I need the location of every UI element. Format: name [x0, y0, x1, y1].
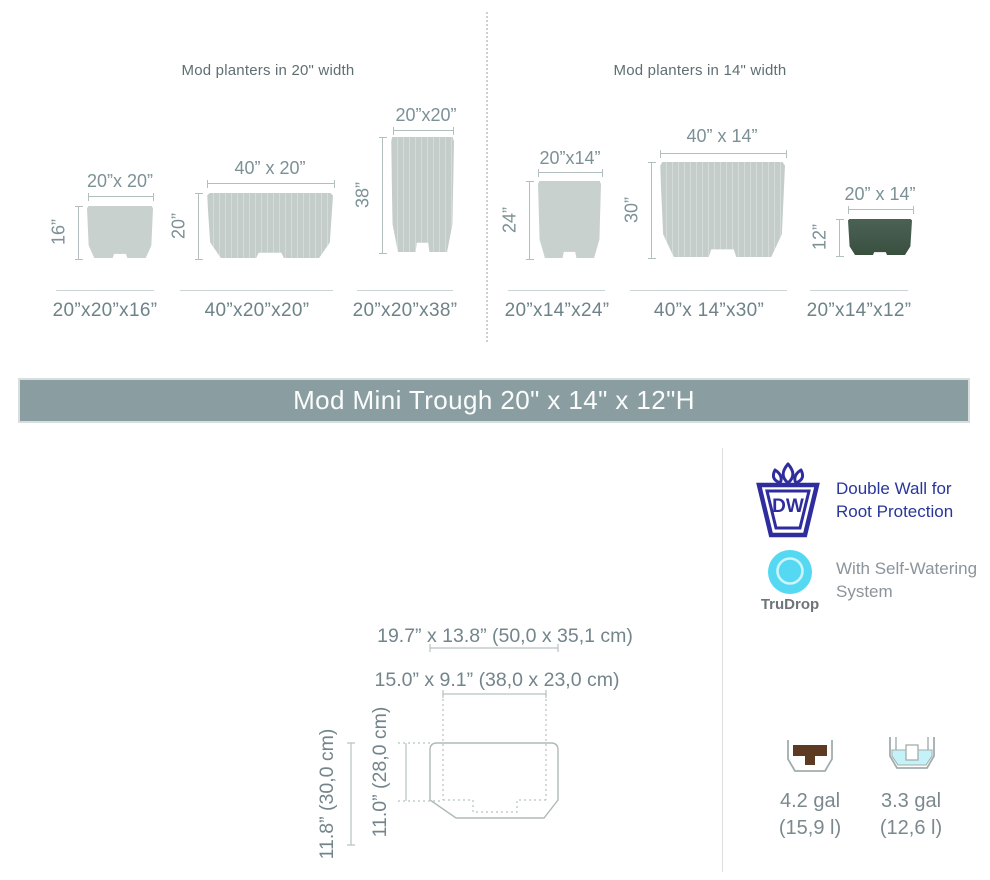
- product-title: Mod Mini Trough 20" x 14" x 12"H: [293, 385, 695, 415]
- planter-height-dim-text: 24”: [499, 206, 520, 233]
- planter-size-label: 20”x14”x24”: [504, 300, 610, 321]
- planter-height-dim-text: 16”: [48, 218, 69, 246]
- dimension-bracket: [195, 193, 203, 260]
- dimension-bracket: [538, 169, 603, 177]
- dimension-bracket: [648, 162, 656, 259]
- planter-height-dim: 38”: [351, 137, 375, 252]
- planter-40x20x20: [207, 193, 333, 258]
- feature-self-watering-line2: System: [836, 582, 893, 601]
- planter-20x14x24: [538, 181, 601, 258]
- planter-width-dim: 40” x 14”: [686, 126, 758, 146]
- outer-height-dim: 11.8” (30,0 cm): [316, 729, 338, 860]
- dimension-bracket: [848, 206, 914, 214]
- planter-size-label: 20”x14”x12”: [806, 300, 912, 321]
- planter-size-label: 20”x20”x16”: [52, 300, 158, 321]
- planter-height-dim: 30”: [620, 162, 644, 257]
- baseline: [508, 290, 605, 291]
- planter-40x14x30: [660, 162, 785, 257]
- planter-width-dim: 40” x 20”: [234, 158, 306, 178]
- dimension-bracket: [75, 206, 83, 260]
- planter-20x20x16: [87, 206, 153, 258]
- planter-width-dim: 20”x20”: [395, 105, 457, 125]
- planter-height-dim-text: 20”: [168, 212, 189, 239]
- product-title-banner: Mod Mini Trough 20" x 14" x 12"H: [18, 378, 970, 423]
- planter-size-label: 40”x 14”x30”: [653, 300, 765, 321]
- trudrop-label: TruDrop: [760, 596, 820, 613]
- soil-fill: [793, 745, 827, 765]
- dw-badge-text: DW: [772, 496, 804, 517]
- dimension-bracket: [88, 193, 154, 201]
- dimension-bracket: [836, 219, 844, 257]
- feature-self-watering: With Self-Watering System: [836, 557, 977, 603]
- planter-height-dim: 20”: [167, 193, 191, 258]
- planter-width-dim: 20”x 20”: [86, 171, 154, 191]
- trudrop-icon: [768, 550, 812, 594]
- planter-height-dim-text: 38”: [352, 181, 373, 208]
- reservoir-platform: [905, 744, 919, 761]
- water-capacity-label: 3.3 gal (12,6 l): [869, 788, 953, 842]
- dimension-bracket: [379, 137, 387, 254]
- water-capacity-icon: [889, 737, 935, 769]
- outer-footprint-dim: 19.7” x 13.8” (50,0 x 35,1 cm): [377, 625, 633, 647]
- feature-double-wall-line2: Root Protection: [836, 502, 954, 521]
- dimension-bracket: [393, 127, 454, 135]
- inner-footprint-dim: 15.0” x 9.1” (38,0 x 23,0 cm): [375, 669, 620, 691]
- dimension-bracket: [526, 181, 534, 260]
- cross-section-drawing: 19.7” x 13.8” (50,0 x 35,1 cm) 15.0” x 9…: [316, 625, 633, 860]
- group-divider-dotted-line: [486, 12, 488, 342]
- double-wall-icon: DW: [756, 462, 820, 538]
- planter-size-label: 40”x20”x20”: [204, 300, 310, 321]
- baseline: [56, 290, 154, 291]
- dimension-bracket: [660, 150, 787, 158]
- feature-self-watering-line1: With Self-Watering: [836, 559, 978, 578]
- baseline: [810, 290, 908, 291]
- water-capacity-liters: (12,6 l): [879, 817, 943, 839]
- section-divider: [722, 448, 723, 872]
- planter-size-label: 20”x20”x38”: [352, 300, 458, 321]
- inner-height-dim: 11.0” (28,0 cm): [369, 707, 391, 838]
- planter-height-dim-text: 30”: [621, 196, 642, 223]
- feature-double-wall-line1: Double Wall for: [836, 479, 952, 498]
- soil-capacity-icon: [787, 740, 833, 772]
- vessel-outline: [429, 742, 559, 819]
- baseline: [630, 290, 787, 291]
- group-title-20in: Mod planters in 20" width: [181, 62, 355, 79]
- planter-height-dim: 24”: [498, 181, 522, 258]
- group-title-14in: Mod planters in 14" width: [613, 62, 787, 79]
- planter-width-dim: 20” x 14”: [844, 184, 916, 204]
- planter-width-dim: 20”x14”: [539, 148, 601, 168]
- planter-height-dim: 12”: [808, 219, 832, 255]
- feature-double-wall: Double Wall for Root Protection: [836, 477, 953, 523]
- dimension-bracket: [207, 180, 335, 188]
- planter-20x20x38: [391, 137, 454, 252]
- soil-capacity-liters: (15,9 l): [778, 817, 842, 839]
- planter-20x14x12-highlighted: [848, 219, 912, 255]
- planter-height-dim-text: 12”: [809, 223, 830, 251]
- baseline: [357, 290, 453, 291]
- planter-height-dim: 16”: [47, 206, 71, 258]
- water-capacity-value: 3.3 gal: [880, 790, 942, 812]
- soil-capacity-label: 4.2 gal (15,9 l): [768, 788, 852, 842]
- baseline: [180, 290, 333, 291]
- soil-capacity-value: 4.2 gal: [779, 790, 841, 812]
